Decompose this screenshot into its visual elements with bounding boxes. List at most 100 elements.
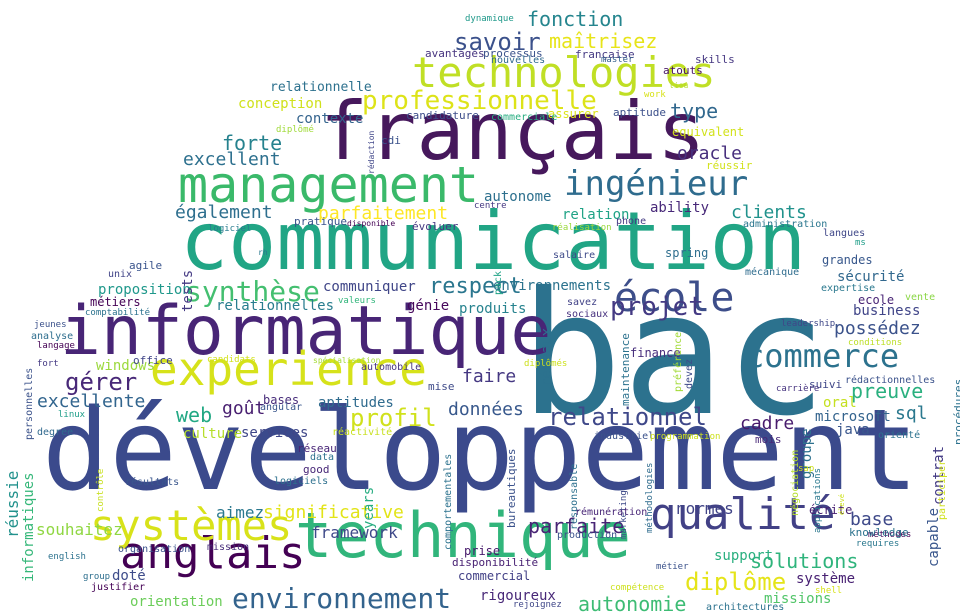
word-97: nouvelles xyxy=(491,55,546,66)
word-194: rejoignez xyxy=(513,600,562,610)
word-42: faire xyxy=(462,366,517,387)
word-124: ecole xyxy=(858,293,895,307)
word-139: jeunes xyxy=(34,320,67,330)
word-75: sécurité xyxy=(837,269,905,285)
word-62: orientation xyxy=(130,594,223,610)
word-145: spécialisation xyxy=(313,356,381,365)
word-159: résultats xyxy=(125,477,180,488)
word-1: développement xyxy=(42,386,919,516)
word-16: professionnelle xyxy=(362,86,597,116)
word-182: disponibilité xyxy=(452,556,539,569)
word-60: framework xyxy=(311,523,398,542)
word-10: anglais xyxy=(120,528,306,579)
word-33: excellent xyxy=(183,149,281,170)
word-147: diplômés xyxy=(524,359,568,369)
word-92: atouts xyxy=(663,64,703,77)
word-131: comptabilité xyxy=(85,308,151,318)
word-155: data xyxy=(310,452,335,463)
word-102: cdi xyxy=(381,134,401,147)
word-67: missions xyxy=(764,591,832,607)
word-113: pratique xyxy=(294,215,347,228)
word-174: applications xyxy=(813,467,823,533)
word-127: agile xyxy=(129,259,163,272)
word-95: processus xyxy=(483,47,543,60)
word-163: responsable xyxy=(569,463,580,530)
word-105: commerciale xyxy=(491,112,558,123)
word-12: ingénieur xyxy=(564,164,749,204)
word-123: vente xyxy=(905,292,936,303)
word-175: sap xyxy=(798,464,815,474)
word-90: assurer xyxy=(548,107,599,121)
word-44: goût xyxy=(222,398,266,419)
word-18: savoir xyxy=(454,28,541,56)
word-186: requires xyxy=(856,539,900,549)
word-36: parfaitement xyxy=(318,203,449,224)
word-69: java xyxy=(836,422,870,438)
word-180: bureautiques xyxy=(505,448,518,528)
word-120: grandes xyxy=(822,253,873,267)
word-179: rémunération xyxy=(575,507,648,518)
word-73: windows xyxy=(96,358,156,374)
word-26: forte xyxy=(222,131,283,155)
word-153: degree xyxy=(37,427,74,438)
word-22: projet xyxy=(610,292,704,322)
word-38: preuve xyxy=(851,379,924,403)
word-141: langage xyxy=(37,341,75,351)
word-181: prise xyxy=(464,544,501,558)
word-119: pack xyxy=(493,270,504,295)
word-192: métier xyxy=(656,562,689,572)
word-19: maîtrisez xyxy=(549,29,658,53)
word-20: fonction xyxy=(527,7,624,31)
word-8: technologies xyxy=(412,48,716,97)
word-32: parfaite xyxy=(528,514,625,538)
word-154: réseau xyxy=(297,442,337,455)
word-96: française xyxy=(575,48,635,61)
word-187: mission xyxy=(207,542,250,553)
word-79: réseaux xyxy=(539,327,555,387)
word-117: spring xyxy=(665,246,709,260)
word-193: compétence xyxy=(610,583,665,593)
word-122: expertise xyxy=(821,283,876,294)
word-87: écrite xyxy=(809,503,853,517)
word-58: souhaitez xyxy=(36,520,123,539)
word-4: français xyxy=(320,85,706,178)
word-152: linux xyxy=(58,410,86,420)
word-125: leadership xyxy=(781,319,836,329)
word-197: élevé xyxy=(838,493,846,515)
word-56: réussie xyxy=(3,470,22,538)
word-76: business xyxy=(853,303,921,319)
word-37: clients xyxy=(731,202,807,223)
word-66: système xyxy=(796,571,856,587)
word-151: personnelles xyxy=(24,367,35,440)
word-183: commercial xyxy=(458,569,531,583)
word-9: qualité xyxy=(650,489,836,540)
word-184: production xyxy=(557,530,618,541)
word-190: group xyxy=(83,572,111,582)
word-74: tests xyxy=(180,269,196,312)
word-188: organisation xyxy=(118,544,191,555)
word-13: école xyxy=(614,275,735,321)
word-77: produits xyxy=(459,301,527,317)
word-136: maintenance xyxy=(619,333,632,406)
word-170: procédures xyxy=(952,378,960,445)
word-88: equivalent xyxy=(672,125,745,139)
word-65: support xyxy=(714,548,774,564)
word-28: profil xyxy=(350,404,437,432)
word-81: ability xyxy=(650,200,710,216)
word-137: préférence xyxy=(673,331,684,392)
word-70: aptitudes xyxy=(318,395,394,411)
word-107: centre xyxy=(474,201,507,211)
word-196: shell xyxy=(815,586,843,596)
word-118: salaire xyxy=(553,250,596,261)
word-195: architectures xyxy=(706,602,785,613)
word-93: skills xyxy=(695,53,735,66)
word-189: english xyxy=(48,552,86,562)
word-126: conditions xyxy=(848,338,903,348)
word-3: informatique xyxy=(60,292,552,371)
word-15: environnement xyxy=(232,582,452,615)
word-104: diplômé xyxy=(276,125,314,135)
word-148: mise xyxy=(428,380,455,393)
word-31: autonomie xyxy=(578,592,687,616)
word-142: fort xyxy=(37,359,59,369)
word-6: management xyxy=(178,156,480,214)
